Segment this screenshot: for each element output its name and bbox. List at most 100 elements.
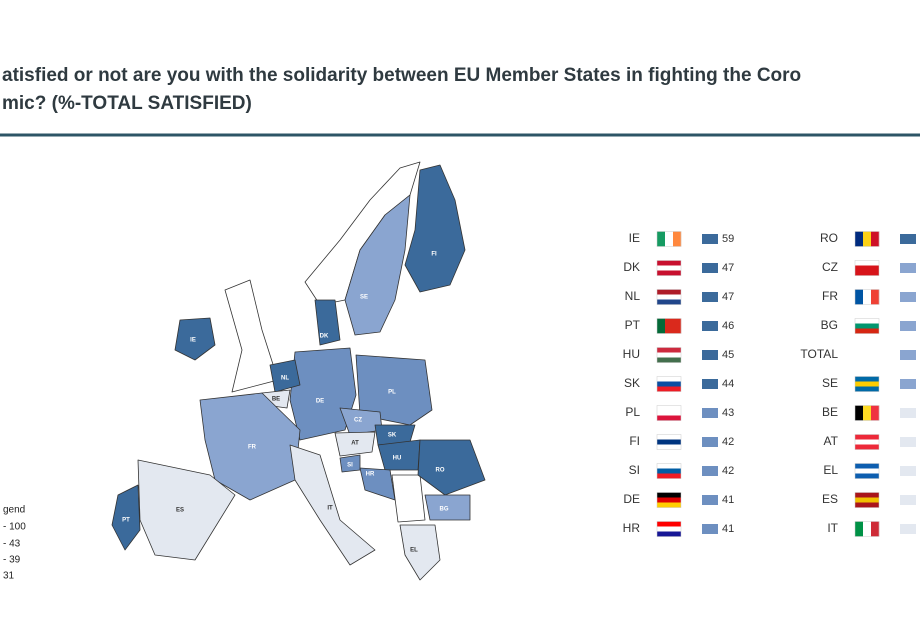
swatch [900,437,916,447]
map-label: SI [347,463,353,469]
flag-stripe [855,434,879,440]
flag-stripe [855,502,879,508]
title-line: mic? (%-TOTAL SATISFIED) [2,93,252,114]
map-label: BG [440,507,449,513]
flag-stripe [855,270,879,276]
map-label: IE [190,338,196,344]
region [391,474,426,523]
map-label: ES [176,508,184,514]
region [314,299,341,346]
flag-stripe [855,473,879,479]
value: 42 [722,436,734,448]
flag-stripe [665,231,674,247]
country-code: PT [625,318,641,332]
country-code: AT [824,434,839,448]
flag-stripe [855,439,879,445]
country-code: IE [629,231,640,245]
region [424,494,471,521]
map-label: FR [248,445,257,451]
map-label: IT [327,506,333,512]
swatch [702,408,718,418]
flag-stripe [657,376,681,382]
swatch [702,524,718,534]
map-label: SK [388,433,397,439]
flag-stripe [855,386,879,392]
flag-stripe [855,492,879,498]
value: 41 [722,523,734,535]
region [174,317,216,361]
swatch [900,495,916,505]
flag-stripe [673,318,682,334]
flag-stripe [855,468,879,474]
country-code: CZ [822,260,838,274]
region [224,279,279,393]
country-code: BG [821,318,838,332]
region [269,359,301,393]
map-label: PT [122,518,130,524]
flag-stripe [855,521,864,537]
flag-stripe [871,231,880,247]
flag-border [656,347,682,363]
flag-stripe [657,405,681,411]
map: FI SE IE DK NL BE DE PL FR CZ AT SK HU S… [111,161,486,581]
flag-stripe [855,328,879,334]
flag-border [854,405,880,421]
flag-border [854,492,880,508]
swatch [900,379,916,389]
legend-item: - 39 [3,555,21,566]
country-code: SI [629,463,640,477]
flag-stripe [657,347,681,353]
flag-border [854,434,880,450]
flag-stripe [863,521,872,537]
map-label: NL [281,376,289,382]
flag-stripe [855,265,879,271]
country-code: RO [820,231,838,245]
flag-stripe [657,352,681,358]
region [399,524,441,581]
flag-stripe [657,526,681,532]
region [334,431,376,457]
value: 41 [722,494,734,506]
flag-stripe [657,381,681,387]
flag-stripe [657,260,681,266]
flag-stripe [657,386,681,392]
swatch [900,466,916,476]
swatch [702,292,718,302]
flag-border [656,260,682,276]
swatch [702,350,718,360]
flag-stripe [657,299,681,305]
flag-stripe [657,439,681,445]
region [289,347,357,441]
flag-stripe [657,231,666,247]
flag-stripe [855,260,879,266]
map-label: CZ [354,418,362,424]
map-label: EL [410,548,418,554]
flag-stripe [657,463,681,469]
flag-stripe [657,492,681,498]
flag-border [656,289,682,305]
flag-border [854,231,880,247]
map-label: DK [320,334,329,340]
value: 45 [722,349,734,361]
swatch [900,524,916,534]
flag-border [656,318,682,334]
flag-stripe [657,434,681,440]
legend-title: gend [3,505,25,516]
map-label: FI [431,252,437,258]
swatch [900,321,916,331]
flag-stripe [863,289,872,305]
country-code: DK [623,260,640,274]
flag-stripe [871,521,880,537]
flag-stripe [863,405,872,421]
flag-stripe [673,231,682,247]
swatch [702,495,718,505]
country-code: SE [822,376,838,390]
value: 44 [722,378,734,390]
region [404,164,466,293]
country-code: HU [623,347,640,361]
flag-stripe [855,444,879,450]
flag-stripe [657,318,666,334]
flag-border [854,463,880,479]
flag-stripe [657,497,681,503]
